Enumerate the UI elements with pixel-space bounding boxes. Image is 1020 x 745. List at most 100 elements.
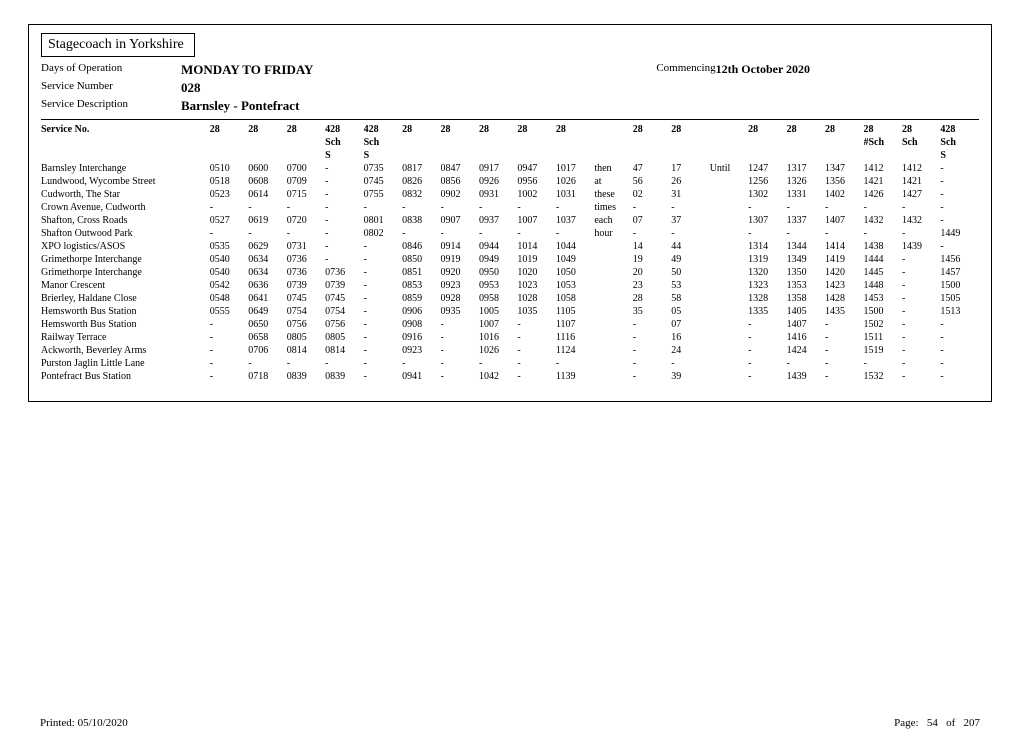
time-cell: 0709	[287, 175, 325, 188]
commencing-label: Commencing	[550, 61, 715, 79]
time-cell: -	[787, 357, 825, 370]
stop-name: XPO logistics/ASOS	[41, 240, 210, 253]
time-cell: 1350	[787, 266, 825, 279]
time-cell: 0540	[210, 253, 248, 266]
stop-name: Hemsworth Bus Station	[41, 305, 210, 318]
time-cell: 1307	[748, 214, 786, 227]
time-cell: 1432	[864, 214, 902, 227]
time-cell: 0908	[402, 318, 440, 331]
time-cell: 1532	[864, 370, 902, 383]
interval-text: each	[594, 214, 632, 227]
time-cell: -	[210, 370, 248, 383]
interval-text	[710, 214, 748, 227]
interval-text: these	[594, 188, 632, 201]
time-cell: 1335	[748, 305, 786, 318]
time-cell: 1427	[902, 188, 940, 201]
time-cell: 1058	[556, 292, 594, 305]
time-cell: 1014	[517, 240, 555, 253]
time-cell: 1435	[825, 305, 863, 318]
time-cell: 0540	[210, 266, 248, 279]
time-cell: -	[364, 266, 402, 279]
service-no-label: Service No.	[41, 123, 210, 136]
stop-name: Purston Jaglin Little Lane	[41, 357, 210, 370]
time-cell: 1323	[748, 279, 786, 292]
time-cell: -	[364, 344, 402, 357]
time-cell: -	[633, 344, 671, 357]
days-label: Days of Operation	[41, 61, 181, 79]
time-cell: 1457	[940, 266, 979, 279]
stop-name: Brierley, Haldane Close	[41, 292, 210, 305]
time-cell: -	[940, 240, 979, 253]
time-cell: -	[633, 227, 671, 240]
time-cell: 1500	[940, 279, 979, 292]
time-cell: -	[864, 201, 902, 214]
time-cell: 1421	[864, 175, 902, 188]
time-cell: -	[556, 357, 594, 370]
time-cell: 0937	[479, 214, 517, 227]
time-cell: -	[325, 175, 363, 188]
time-cell: 0817	[402, 162, 440, 175]
table-row: Shafton, Cross Roads052706190720-0801083…	[41, 214, 979, 227]
time-cell: 0745	[364, 175, 402, 188]
time-cell: 26	[671, 175, 709, 188]
time-cell: 1302	[748, 188, 786, 201]
time-cell: 1031	[556, 188, 594, 201]
time-cell: -	[902, 253, 940, 266]
time-cell: -	[287, 357, 325, 370]
time-cell: 0739	[287, 279, 325, 292]
time-cell: -	[864, 227, 902, 240]
time-cell: -	[902, 266, 940, 279]
time-cell: -	[364, 240, 402, 253]
interval-text	[594, 292, 632, 305]
table-row: Pontefract Bus Station-071808390839-0941…	[41, 370, 979, 383]
time-cell: 0619	[248, 214, 286, 227]
time-cell: 1317	[787, 162, 825, 175]
time-cell: 0928	[441, 292, 479, 305]
time-cell: 1035	[517, 305, 555, 318]
time-cell: -	[517, 318, 555, 331]
time-cell: 1426	[864, 188, 902, 201]
time-cell: -	[940, 175, 979, 188]
time-cell: -	[325, 240, 363, 253]
time-cell: -	[748, 318, 786, 331]
time-cell: -	[364, 279, 402, 292]
time-cell: 0805	[287, 331, 325, 344]
time-cell: 53	[671, 279, 709, 292]
time-cell: 0914	[441, 240, 479, 253]
time-cell: 1453	[864, 292, 902, 305]
time-cell: -	[748, 331, 786, 344]
time-cell: 0641	[248, 292, 286, 305]
time-cell: 20	[633, 266, 671, 279]
time-cell: -	[902, 318, 940, 331]
time-cell: -	[825, 357, 863, 370]
interval-text	[594, 240, 632, 253]
time-cell: -	[671, 357, 709, 370]
time-cell: 1439	[787, 370, 825, 383]
time-cell: -	[402, 201, 440, 214]
time-cell: -	[825, 227, 863, 240]
time-cell: -	[787, 201, 825, 214]
time-cell: 16	[671, 331, 709, 344]
time-cell: 0736	[325, 266, 363, 279]
time-cell: -	[325, 201, 363, 214]
time-cell: -	[940, 162, 979, 175]
time-cell: 1444	[864, 253, 902, 266]
time-cell: -	[325, 162, 363, 175]
interval-text	[710, 370, 748, 383]
time-cell: 0850	[402, 253, 440, 266]
interval-text	[594, 279, 632, 292]
time-cell: 0518	[210, 175, 248, 188]
table-row: Brierley, Haldane Close0548064107450745-…	[41, 292, 979, 305]
time-cell: 1139	[556, 370, 594, 383]
time-cell: 1424	[787, 344, 825, 357]
interval-text: Until	[710, 162, 748, 175]
interval-text	[710, 357, 748, 370]
time-cell: 37	[671, 214, 709, 227]
stop-name: Ackworth, Beverley Arms	[41, 344, 210, 357]
table-row: Purston Jaglin Little Lane--------------…	[41, 357, 979, 370]
time-cell: 0510	[210, 162, 248, 175]
page-label: Page:	[894, 717, 918, 729]
time-cell: -	[825, 318, 863, 331]
time-cell: -	[748, 357, 786, 370]
time-cell: 1124	[556, 344, 594, 357]
